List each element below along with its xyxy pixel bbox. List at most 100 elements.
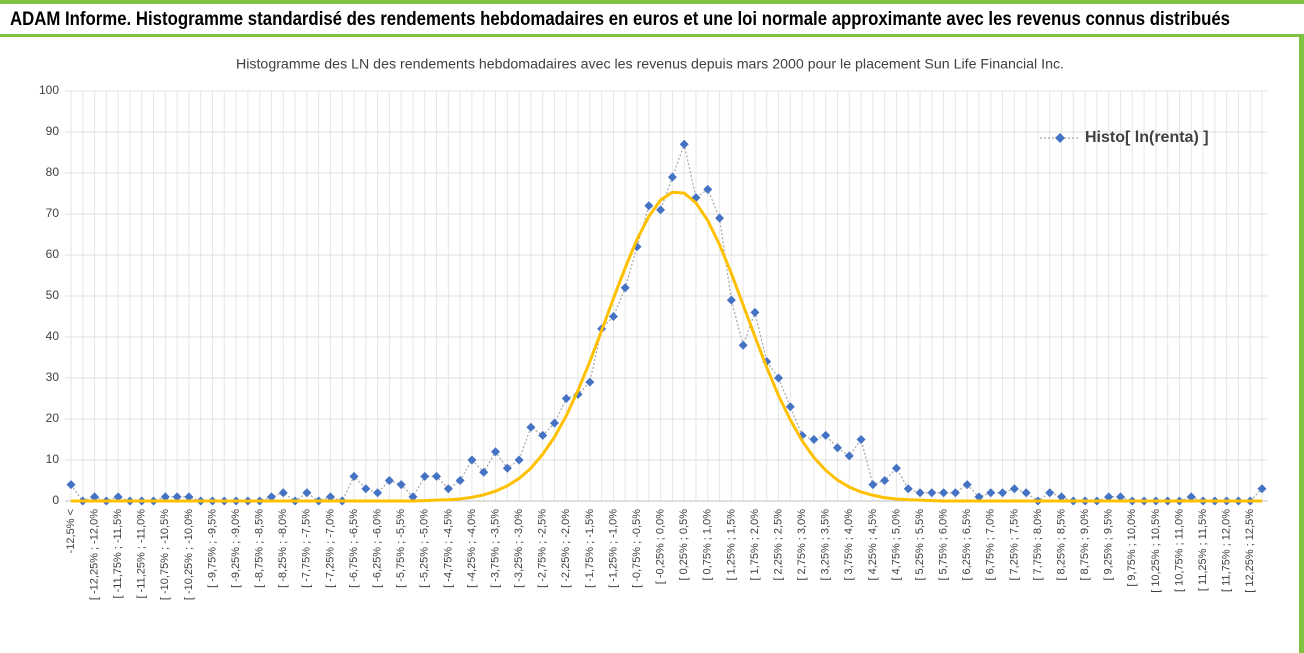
data-point	[656, 205, 666, 215]
y-tick-label: 20	[46, 411, 60, 425]
x-tick-label: [ -3,75% ; -3,5%	[489, 509, 501, 588]
right-border	[1299, 37, 1304, 653]
data-point	[998, 488, 1008, 498]
normal-curve	[71, 190, 1262, 503]
y-tick-label: 10	[46, 452, 60, 466]
data-point	[832, 443, 842, 453]
y-tick-label: 30	[46, 370, 60, 384]
data-point	[726, 295, 736, 305]
x-tick-label: [ 11,25% ; 11,5%	[1197, 509, 1209, 591]
data-point	[774, 373, 784, 383]
y-tick-label: 80	[46, 165, 60, 179]
data-point	[432, 471, 442, 481]
x-tick-label: [ -6,75% ; -6,5%	[348, 509, 360, 588]
header-top-border	[0, 0, 1304, 4]
x-tick-label: [ -4,75% ; -4,5%	[442, 509, 454, 588]
x-tick-label: [ 2,75% ; 3,0%	[796, 509, 808, 581]
x-tick-label: [ -11,75% ; -11,5%	[112, 509, 124, 599]
data-point	[455, 476, 465, 485]
data-point	[113, 492, 123, 502]
x-tick-label: [ -5,75% ; -5,5%	[395, 509, 407, 588]
x-tick-label: [ 1,25% ; 1,5%	[725, 509, 737, 581]
y-tick-label: 70	[46, 206, 60, 220]
x-tick-label: [ -9,25% ; -9,0%	[230, 509, 242, 588]
data-point	[538, 430, 548, 440]
x-tick-label: [ 11,75% ; 12,0%	[1221, 509, 1233, 592]
x-tick-label: [ -10,25% ; -10,0%	[183, 509, 195, 600]
data-point	[915, 488, 925, 498]
legend-marker	[1055, 133, 1065, 143]
y-tick-label: 60	[46, 247, 60, 261]
x-tick-label: [ 8,75% ; 9,0%	[1079, 509, 1091, 581]
x-tick-label: [ 5,75% ; 6,0%	[938, 509, 950, 581]
data-point	[349, 471, 359, 481]
x-tick-label: [ -12,25% ; -12,0%	[88, 509, 100, 600]
data-point	[715, 213, 725, 223]
data-point	[1257, 484, 1267, 494]
x-tick-label: [ -8,25% ; -8,0%	[277, 509, 289, 588]
x-tick-label: [ -11,25% ; -11,0%	[136, 509, 148, 599]
x-tick-label: -12,5% <	[65, 509, 77, 553]
x-tick-label: [ -1,75% ; -1,5%	[584, 509, 596, 588]
x-tick-label: [ 12,25% ; 12,5%	[1244, 509, 1256, 593]
x-tick-label: [ -8,75% ; -8,5%	[254, 509, 266, 588]
data-point	[738, 340, 748, 350]
data-point	[903, 484, 913, 494]
x-tick-label: [ -2,25% ; -2,0%	[560, 509, 572, 588]
x-tick-label: [ 10,75% ; 11,0%	[1173, 509, 1185, 592]
data-point	[491, 447, 501, 457]
data-point	[514, 455, 524, 465]
data-point	[939, 488, 949, 498]
data-point	[1021, 488, 1031, 498]
data-point	[396, 480, 406, 490]
x-tick-label: [ -3,25% ; -3,0%	[513, 509, 525, 588]
x-tick-label: [ 6,25% ; 6,5%	[961, 509, 973, 581]
page-title: ADAM Informe. Histogramme standardisé de…	[10, 9, 1230, 30]
x-tick-label: [ 6,75% ; 7,0%	[985, 509, 997, 581]
data-point	[703, 184, 713, 194]
y-tick-label: 100	[39, 83, 59, 97]
data-point	[66, 480, 76, 490]
x-tick-label: [ -7,75% ; -7,5%	[301, 509, 313, 588]
data-point	[785, 402, 795, 412]
y-tick-label: 90	[46, 124, 60, 138]
x-tick-label: [ -5,25% ; -5,0%	[419, 509, 431, 588]
data-point	[526, 422, 536, 432]
data-point	[479, 467, 489, 477]
header-bottom-border	[0, 34, 1304, 37]
x-tick-label: [ 0,75% ; 1,0%	[702, 509, 714, 581]
data-point	[266, 492, 276, 502]
x-tick-label: [ 9,75% ; 10,0%	[1126, 509, 1138, 587]
x-tick-label: [ 4,75% ; 5,0%	[890, 509, 902, 581]
data-point	[184, 492, 194, 502]
data-point	[90, 492, 100, 502]
data-point	[325, 492, 335, 502]
data-point	[549, 418, 559, 428]
data-point	[373, 488, 383, 498]
data-point	[608, 312, 618, 321]
x-tick-label: [ 3,75% ; 4,0%	[843, 509, 855, 581]
data-point	[561, 394, 571, 403]
data-point	[361, 484, 371, 494]
y-tick-label: 50	[46, 288, 60, 302]
x-tick-label: [ 10,25% ; 10,5%	[1150, 509, 1162, 593]
data-point	[160, 492, 170, 502]
data-point	[856, 435, 866, 444]
data-point	[880, 476, 890, 485]
data-point	[620, 283, 630, 293]
data-point	[974, 492, 984, 502]
data-point	[502, 463, 512, 473]
y-tick-label: 40	[46, 329, 60, 343]
x-tick-label: [ -1,25% ; -1,0%	[607, 509, 619, 588]
data-point	[950, 488, 960, 498]
data-point	[384, 476, 394, 485]
data-point	[302, 488, 312, 498]
data-point	[891, 463, 901, 473]
data-point	[927, 488, 937, 498]
data-point	[809, 435, 819, 444]
x-tick-label: [ -9,75% ; -9,5%	[206, 509, 218, 588]
x-tick-label: [ -7,25% ; -7,0%	[324, 509, 336, 588]
data-point	[679, 139, 689, 149]
data-point	[667, 172, 677, 182]
